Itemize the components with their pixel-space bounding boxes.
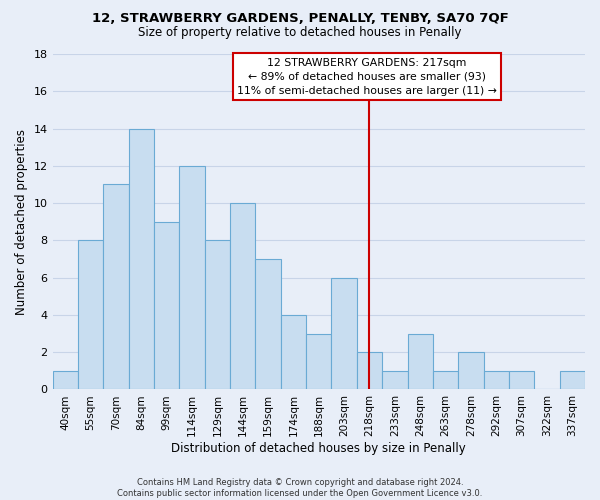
Bar (53, 371, 78, 390)
Bar (128, 128, 154, 390)
Bar (256, 259, 281, 390)
Bar (306, 334, 331, 390)
Text: Size of property relative to detached houses in Penally: Size of property relative to detached ho… (138, 26, 462, 39)
Bar (205, 240, 230, 390)
Bar (382, 371, 407, 390)
Y-axis label: Number of detached properties: Number of detached properties (15, 128, 28, 314)
Bar (433, 371, 458, 390)
Bar (331, 278, 357, 390)
Bar (458, 352, 484, 390)
Bar (230, 203, 256, 390)
Bar (154, 222, 179, 390)
Bar (103, 184, 128, 390)
Bar (407, 334, 433, 390)
Bar (509, 371, 534, 390)
Text: Contains HM Land Registry data © Crown copyright and database right 2024.
Contai: Contains HM Land Registry data © Crown c… (118, 478, 482, 498)
Bar (179, 166, 205, 390)
X-axis label: Distribution of detached houses by size in Penally: Distribution of detached houses by size … (172, 442, 466, 455)
Bar (357, 352, 382, 390)
Bar (281, 315, 306, 390)
Text: 12, STRAWBERRY GARDENS, PENALLY, TENBY, SA70 7QF: 12, STRAWBERRY GARDENS, PENALLY, TENBY, … (92, 12, 508, 26)
Bar (560, 371, 585, 390)
Text: 12 STRAWBERRY GARDENS: 217sqm
← 89% of detached houses are smaller (93)
11% of s: 12 STRAWBERRY GARDENS: 217sqm ← 89% of d… (237, 58, 497, 96)
Bar (484, 371, 509, 390)
Bar (78, 240, 103, 390)
